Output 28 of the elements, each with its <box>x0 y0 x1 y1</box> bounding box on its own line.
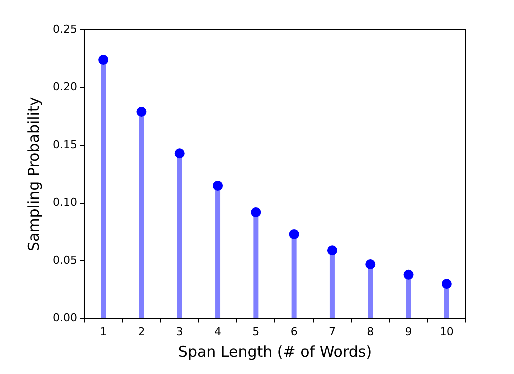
x-axis-title: Span Length (# of Words) <box>178 342 372 361</box>
x-tick-label: 2 <box>138 325 146 338</box>
x-tick-label: 8 <box>367 325 374 338</box>
x-tick-label: 5 <box>252 325 260 338</box>
y-axis-title: Sampling Probability <box>24 97 43 252</box>
y-tick-label: 0.05 <box>52 254 78 267</box>
x-tick-label: 9 <box>405 325 412 338</box>
y-tick-label: 0.15 <box>52 138 78 152</box>
x-tick-label: 7 <box>328 325 336 338</box>
y-tick-label: 0.20 <box>52 80 78 94</box>
point <box>251 208 262 218</box>
x-tick-label: 1 <box>100 325 108 338</box>
point <box>289 229 300 240</box>
point <box>442 279 452 290</box>
point <box>327 246 338 256</box>
point <box>213 180 224 191</box>
x-tick-label: 3 <box>176 325 184 338</box>
point <box>98 55 109 66</box>
y-tick-label: 0.00 <box>52 312 78 325</box>
x-tick-label: 10 <box>440 325 454 338</box>
point <box>174 148 185 159</box>
point <box>366 260 376 270</box>
x-tick-label: 6 <box>290 325 298 338</box>
y-tick-label: 0.25 <box>52 22 78 36</box>
y-tick-label: 0.10 <box>52 196 78 210</box>
point <box>404 270 414 280</box>
point <box>136 107 147 118</box>
x-tick-label: 4 <box>214 325 222 338</box>
